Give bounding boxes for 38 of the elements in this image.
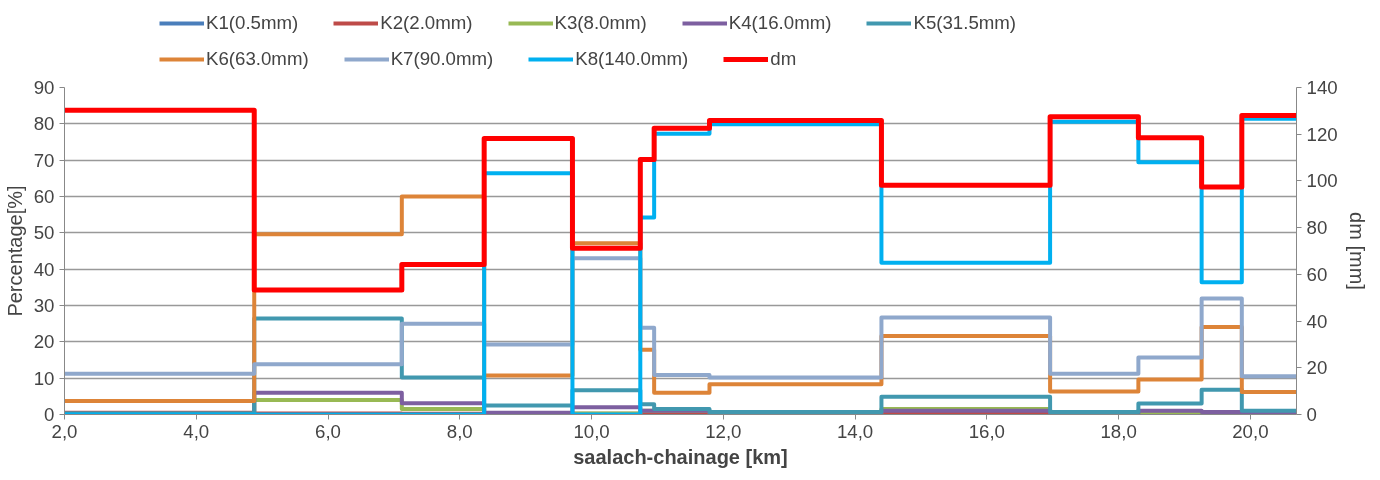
y-tick-label: 50 (33, 222, 55, 244)
legend-label: K6(63.0mm) (206, 48, 309, 70)
y2-axis-title: dm [mm] (1345, 212, 1368, 290)
y-tick-label: 40 (33, 258, 55, 280)
y2-tick-label: 20 (1306, 357, 1328, 379)
x-tick-label: 18,0 (1100, 420, 1137, 442)
x-axis-title: saalach-chainage [km] (573, 445, 788, 468)
y-axis-title: Percentage[%] (3, 185, 26, 317)
legend-label: K8(140.0mm) (575, 48, 689, 70)
x-tick-label: 6,0 (315, 420, 341, 442)
y2-tick-label: 100 (1306, 170, 1338, 192)
y2-tick-label: 120 (1306, 123, 1338, 145)
y2-tick-label: 140 (1306, 77, 1338, 98)
y2-tick-label: 0 (1306, 404, 1317, 425)
x-tick-label: 16,0 (968, 420, 1006, 442)
x-tick-label: 4,0 (183, 420, 210, 442)
legend-label: K4(16.0mm) (728, 12, 832, 34)
y2-tick-label: 60 (1306, 263, 1328, 285)
x-tick-label: 10,0 (573, 420, 610, 442)
legend-label: K3(8.0mm) (554, 12, 647, 34)
y-tick-label: 90 (33, 77, 55, 98)
legend-label: K2(2.0mm) (380, 12, 473, 34)
legend-label: K7(90.0mm) (390, 48, 494, 70)
x-tick-label: 14,0 (836, 420, 874, 442)
legend-label: dm (770, 48, 797, 70)
y-tick-label: 10 (33, 367, 55, 389)
x-tick-label: 20,0 (1232, 420, 1269, 442)
x-tick-label: 12,0 (705, 420, 742, 442)
y-tick-label: 30 (33, 295, 55, 316)
y-tick-label: 80 (33, 113, 55, 135)
x-tick-label: 8,0 (446, 420, 473, 442)
y-tick-label: 20 (33, 331, 55, 353)
y-tick-label: 60 (33, 186, 55, 207)
y2-tick-label: 80 (1306, 217, 1328, 239)
y-tick-label: 70 (33, 149, 55, 171)
legend-label: K1(0.5mm) (206, 12, 299, 34)
y2-tick-label: 40 (1306, 310, 1328, 332)
legend-label: K5(31.5mm) (913, 12, 1017, 34)
